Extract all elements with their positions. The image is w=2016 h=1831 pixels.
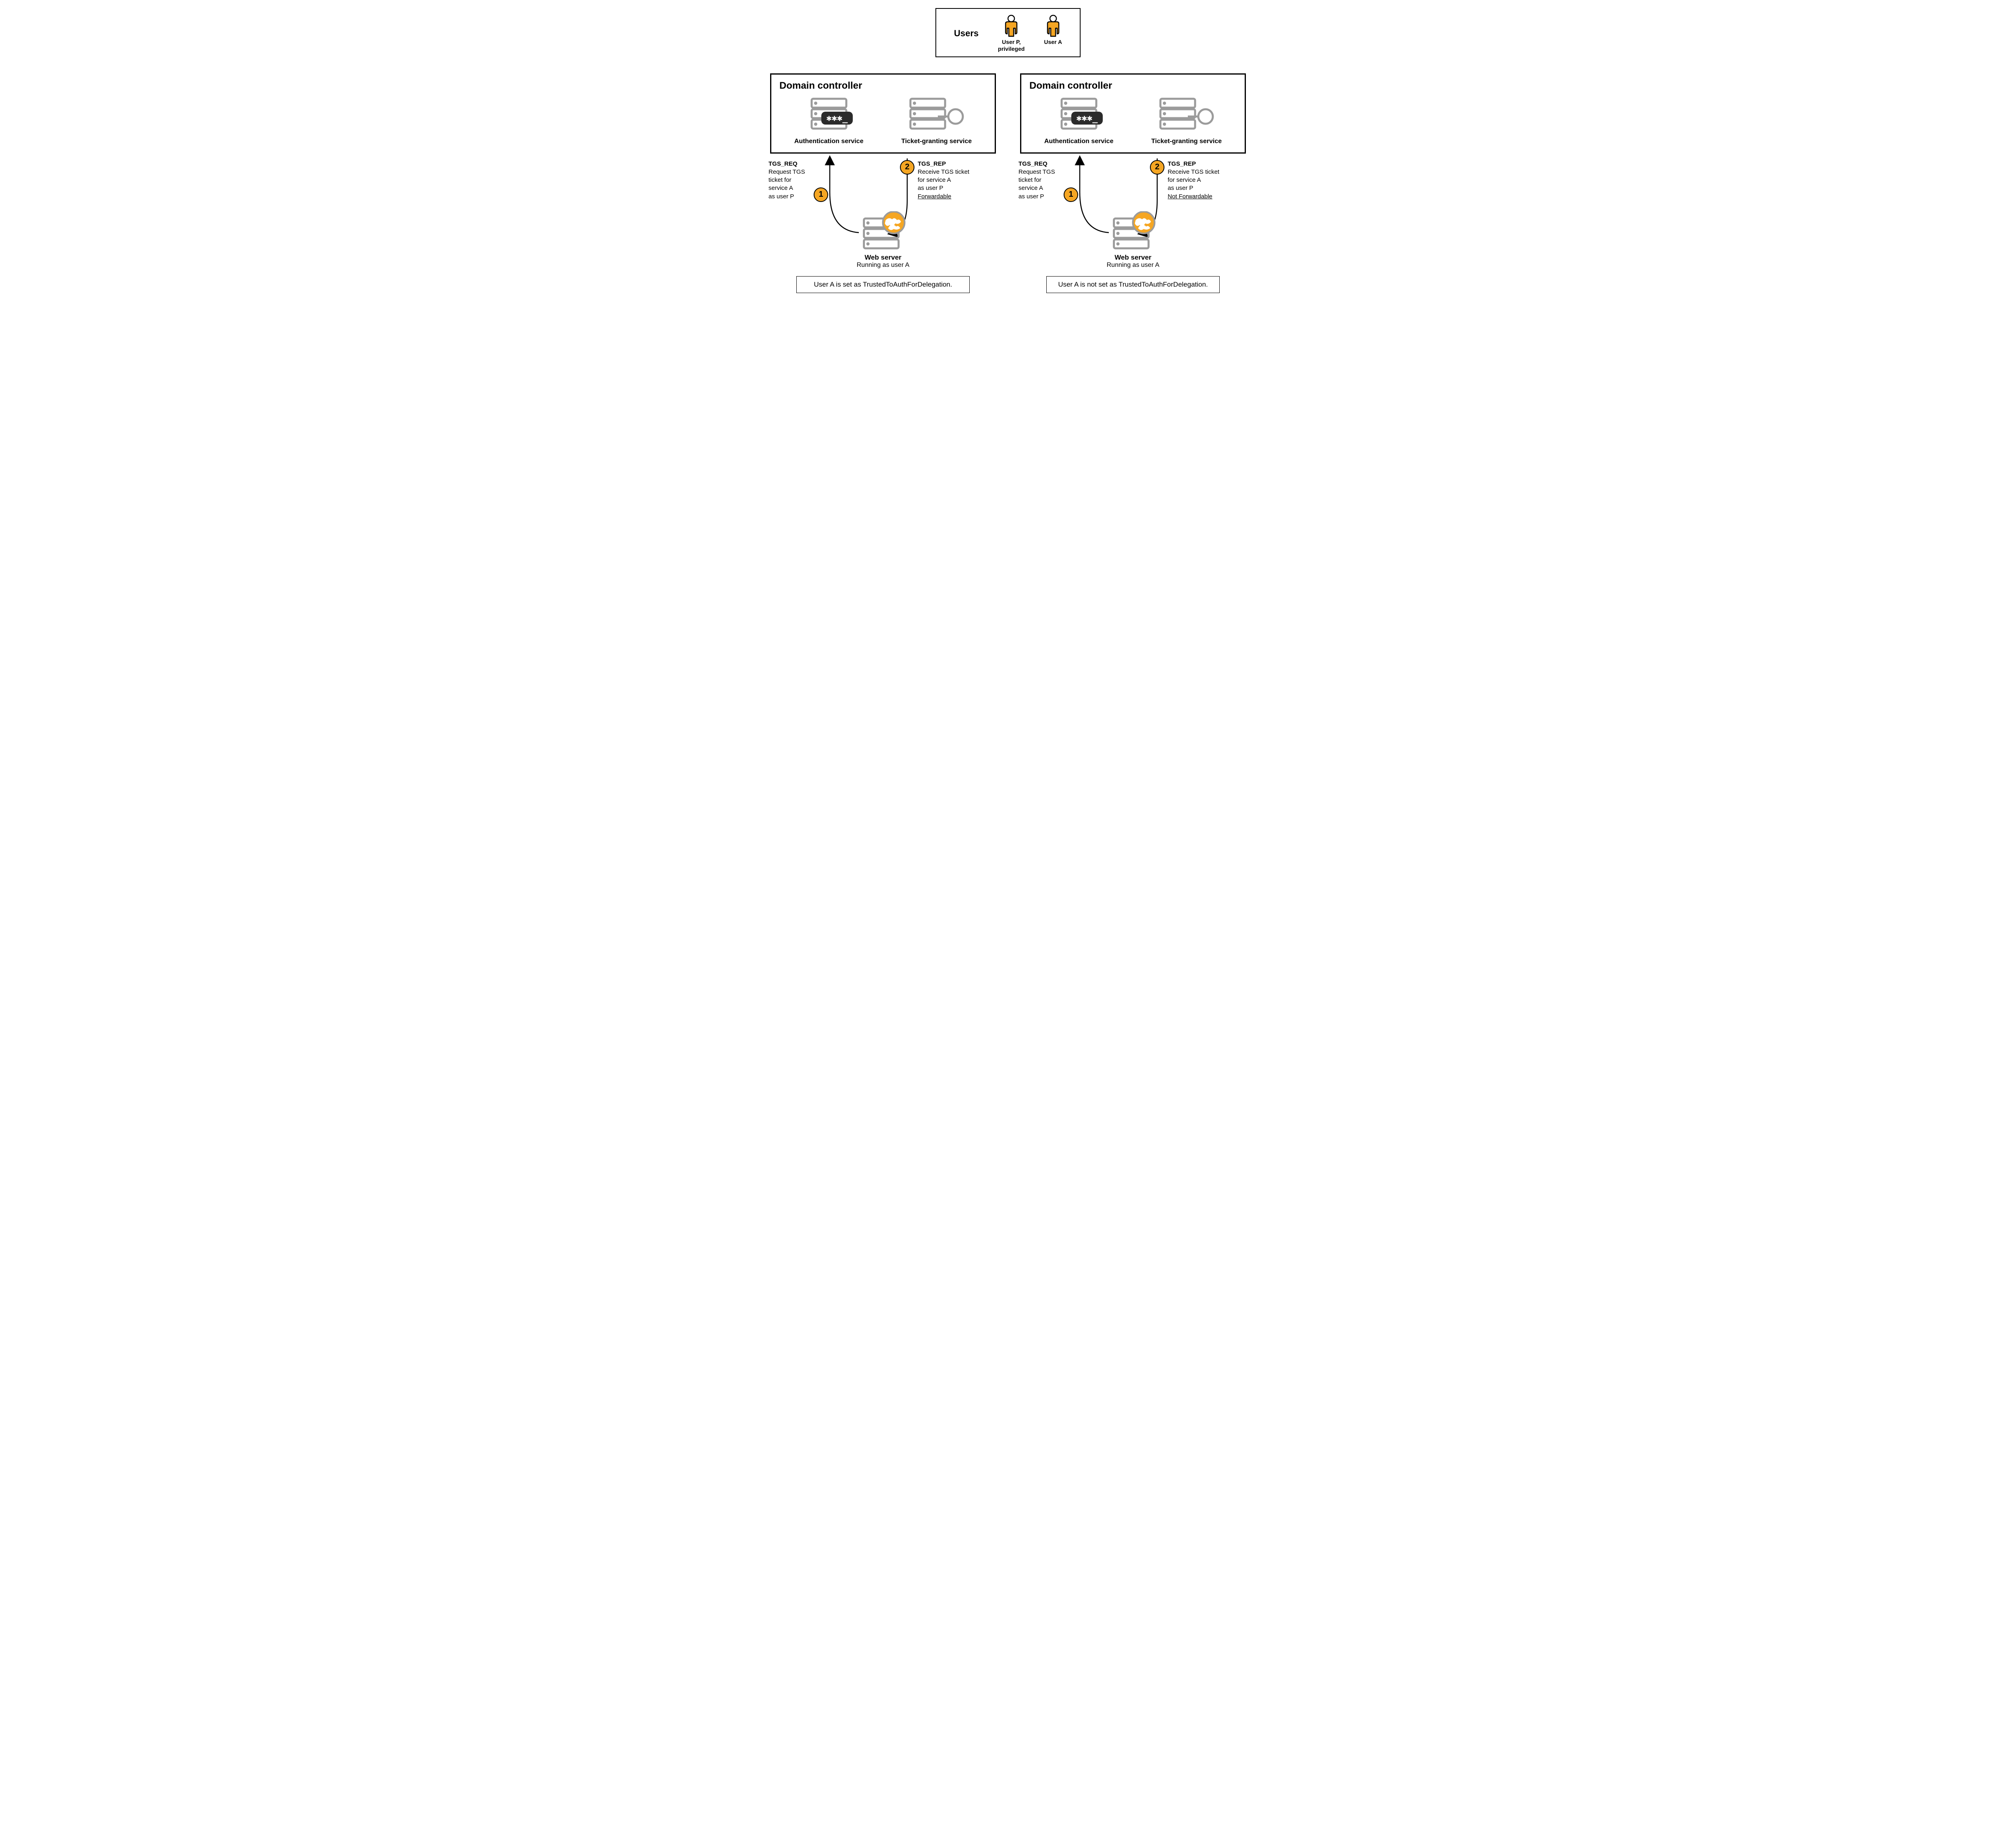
person-icon [1002, 15, 1020, 37]
user-p: User P, privileged [998, 15, 1025, 52]
tgs-service: Ticket-granting service [901, 96, 972, 145]
panel-trusted: Domain controller [770, 73, 996, 293]
request-label: TGS_REQ Request TGS ticket for service A… [768, 160, 833, 201]
web-server-title: Web server [857, 254, 910, 262]
web-server-sub: Running as user A [857, 262, 910, 269]
auth-service: ✱✱✱_ Authentication service [1044, 96, 1114, 145]
caption-not-trusted: User A is not set as TrustedToAuthForDel… [1046, 276, 1220, 293]
tgs-service-icon [1156, 96, 1217, 133]
web-server-title: Web server [1107, 254, 1160, 262]
users-box: Users User P, privileged User A [935, 8, 1081, 57]
web-server-sub: Running as user A [1107, 262, 1160, 269]
tgs-service-icon [906, 96, 967, 133]
request-label: TGS_REQ Request TGS ticket for service A… [1018, 160, 1083, 201]
step-badge-2: 2 [900, 160, 914, 175]
auth-service: ✱✱✱_ Authentication service [794, 96, 864, 145]
auth-service-label: Authentication service [1044, 138, 1114, 145]
auth-service-icon: ✱✱✱_ [803, 96, 855, 133]
web-server-icon [857, 211, 909, 250]
domain-controller-box: Domain controller [770, 73, 996, 154]
tgs-service-label: Ticket-granting service [901, 138, 972, 145]
user-a: User A [1044, 15, 1062, 52]
web-server: Web server Running as user A [1107, 211, 1160, 269]
panel-not-trusted: Domain controller [1020, 73, 1246, 293]
auth-service-icon: ✱✱✱_ [1053, 96, 1105, 133]
svg-text:✱✱✱_: ✱✱✱_ [826, 113, 848, 123]
user-p-label1: User P, [998, 39, 1025, 46]
caption-trusted: User A is set as TrustedToAuthForDelegat… [796, 276, 970, 293]
svg-text:✱✱✱_: ✱✱✱_ [1076, 113, 1098, 123]
tgs-service: Ticket-granting service [1151, 96, 1222, 145]
auth-service-label: Authentication service [794, 138, 864, 145]
forwardable-label: Forwardable [918, 193, 990, 201]
reply-label: TGS_REP Receive TGS ticket for service A… [918, 160, 990, 201]
domain-controller-box: Domain controller [1020, 73, 1246, 154]
not-forwardable-label: Not Forwardable [1168, 193, 1240, 201]
web-server: Web server Running as user A [857, 211, 910, 269]
dc-title: Domain controller [1029, 80, 1237, 92]
user-a-label: User A [1044, 39, 1062, 46]
step-badge-2: 2 [1150, 160, 1164, 175]
dc-title: Domain controller [779, 80, 987, 92]
web-server-icon [1107, 211, 1159, 250]
reply-label: TGS_REP Receive TGS ticket for service A… [1168, 160, 1240, 201]
person-icon [1044, 15, 1062, 37]
user-p-label2: privileged [998, 46, 1025, 52]
tgs-service-label: Ticket-granting service [1151, 138, 1222, 145]
users-title: Users [954, 28, 979, 39]
